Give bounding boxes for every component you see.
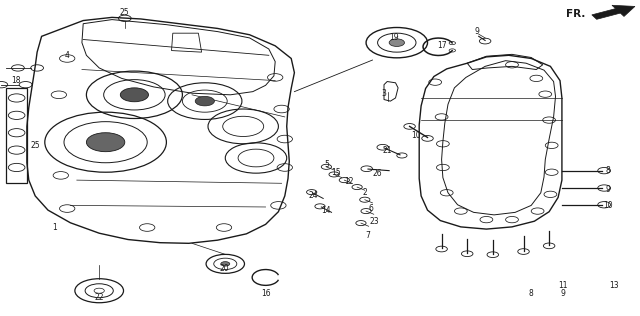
Text: 9: 9 — [474, 27, 479, 36]
Circle shape — [195, 96, 214, 106]
Text: 10: 10 — [603, 201, 613, 210]
Circle shape — [221, 262, 230, 266]
Text: 25: 25 — [30, 141, 40, 150]
Text: 12: 12 — [344, 177, 353, 186]
Text: 2: 2 — [362, 188, 367, 197]
Circle shape — [86, 133, 125, 152]
Text: 7: 7 — [365, 231, 371, 240]
Text: 17: 17 — [436, 41, 447, 50]
Text: 3: 3 — [381, 89, 387, 98]
Text: 9: 9 — [605, 185, 611, 194]
Text: 9: 9 — [561, 289, 566, 298]
Text: 24: 24 — [308, 191, 319, 200]
Text: 19: 19 — [388, 33, 399, 42]
Circle shape — [389, 39, 404, 46]
Text: 10: 10 — [411, 131, 421, 140]
Circle shape — [120, 88, 148, 102]
Text: 6: 6 — [369, 204, 374, 213]
Text: 13: 13 — [609, 282, 620, 290]
Text: 26: 26 — [372, 169, 383, 178]
Text: 20: 20 — [219, 264, 229, 273]
Text: 21: 21 — [383, 146, 392, 155]
Text: 18: 18 — [12, 76, 20, 85]
Text: 1: 1 — [52, 223, 57, 232]
Text: 16: 16 — [260, 289, 271, 298]
Text: 8: 8 — [529, 289, 534, 298]
Polygon shape — [592, 5, 635, 19]
Text: 14: 14 — [321, 206, 332, 215]
Text: 25: 25 — [120, 8, 130, 17]
Text: 4: 4 — [65, 51, 70, 60]
Text: 15: 15 — [331, 168, 341, 177]
Text: 8: 8 — [605, 166, 611, 175]
Text: 23: 23 — [369, 217, 380, 226]
Text: 22: 22 — [95, 293, 104, 301]
Text: FR.: FR. — [566, 9, 586, 19]
Text: 5: 5 — [324, 160, 329, 169]
Text: 11: 11 — [559, 282, 568, 290]
